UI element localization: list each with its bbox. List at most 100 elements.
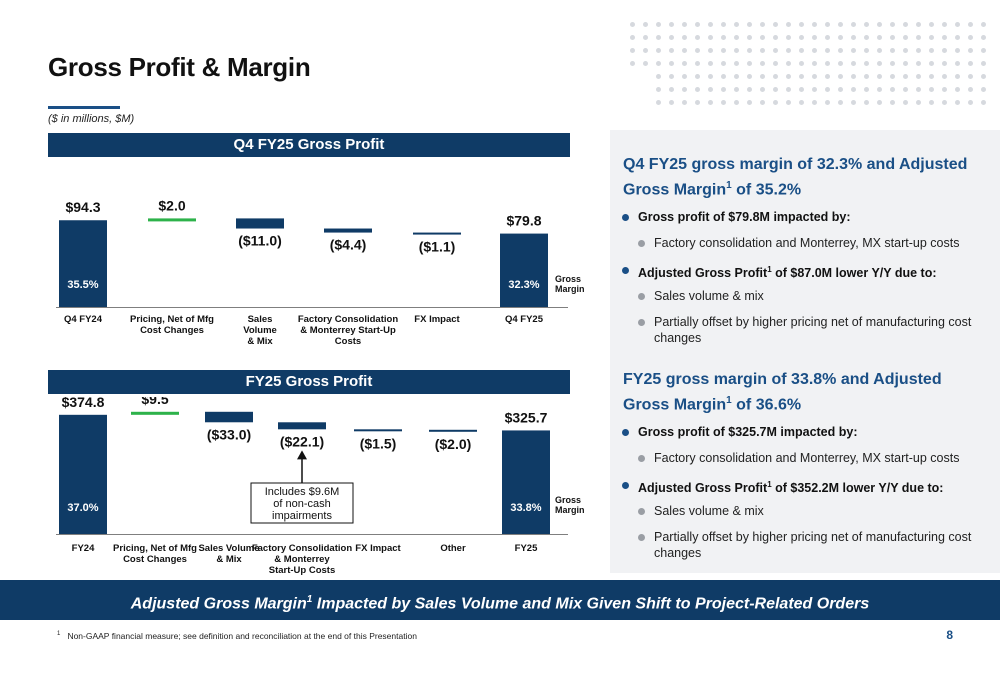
pattern-dot <box>760 48 765 53</box>
pattern-dot <box>669 74 674 79</box>
pattern-dot <box>877 87 882 92</box>
pattern-dot <box>734 22 739 27</box>
pattern-dot <box>760 87 765 92</box>
waterfall-bar <box>148 218 196 222</box>
pattern-dot <box>877 74 882 79</box>
gross-margin-caption: Gross <box>555 274 581 284</box>
bullet-dot-icon <box>622 214 629 221</box>
pattern-dot <box>838 35 843 40</box>
pattern-dot <box>890 35 895 40</box>
pattern-dot <box>929 100 934 105</box>
pattern-dot <box>825 48 830 53</box>
pattern-dot <box>968 100 973 105</box>
bullet-dot-icon <box>638 508 645 515</box>
value-label: ($11.0) <box>238 233 282 249</box>
category-tick-label: & Mix <box>216 554 242 565</box>
waterfall-bar <box>278 422 326 430</box>
pattern-dot <box>877 35 882 40</box>
pattern-dot <box>929 22 934 27</box>
margin-label: 33.8% <box>510 502 541 514</box>
pattern-dot <box>864 35 869 40</box>
pattern-dot <box>903 87 908 92</box>
pattern-dot <box>942 74 947 79</box>
category-tick-label: Cost Changes <box>123 554 187 565</box>
pattern-dot <box>929 35 934 40</box>
pattern-dot <box>799 22 804 27</box>
pattern-dot <box>695 61 700 66</box>
pattern-dot <box>812 35 817 40</box>
category-tick-label: Sales Volume <box>198 543 259 554</box>
pattern-dot <box>929 48 934 53</box>
category-tick-label: Start-Up Costs <box>269 565 336 576</box>
value-label: ($1.1) <box>419 239 456 255</box>
pattern-dot <box>786 87 791 92</box>
pattern-dot <box>669 87 674 92</box>
pattern-dot <box>890 87 895 92</box>
pattern-dot <box>773 100 778 105</box>
pattern-dot <box>695 35 700 40</box>
takeaway-banner: Adjusted Gross Margin1 Impacted by Sales… <box>0 580 1000 620</box>
category-tick-label: & Mix <box>247 336 273 347</box>
pattern-dot <box>981 22 986 27</box>
pattern-dot <box>825 61 830 66</box>
fy-subbullet-1: Factory consolidation and Monterrey, MX … <box>638 450 984 466</box>
pattern-dot <box>851 35 856 40</box>
pattern-dot <box>903 74 908 79</box>
bullet-dot-icon <box>622 267 629 274</box>
pattern-dot <box>669 48 674 53</box>
pattern-dot <box>968 48 973 53</box>
pattern-dot <box>721 35 726 40</box>
category-tick-label: Pricing, Net of Mfg <box>130 314 214 325</box>
title-underline <box>48 106 120 109</box>
category-tick-label: Factory Consolidation <box>252 543 352 554</box>
waterfall-bar <box>205 411 253 423</box>
pattern-dot <box>721 61 726 66</box>
pattern-dot <box>721 87 726 92</box>
pattern-dot <box>799 35 804 40</box>
waterfall-bar <box>429 429 477 432</box>
pattern-dot <box>773 87 778 92</box>
pattern-dot <box>890 74 895 79</box>
pattern-dot <box>968 87 973 92</box>
pattern-dot <box>851 100 856 105</box>
pattern-dot <box>981 100 986 105</box>
pattern-dot <box>708 61 713 66</box>
value-label: $94.3 <box>65 199 100 215</box>
decorative-dot-pattern <box>630 22 1000 117</box>
waterfall-bar <box>413 232 461 235</box>
pattern-dot <box>890 61 895 66</box>
pattern-dot <box>825 74 830 79</box>
pattern-dot <box>877 100 882 105</box>
pattern-dot <box>981 35 986 40</box>
fy-bullet-1: Gross profit of $325.7M impacted by: <box>622 424 858 440</box>
margin-label: 37.0% <box>67 502 98 514</box>
margin-label: 35.5% <box>67 279 98 291</box>
pattern-dot <box>851 22 856 27</box>
pattern-dot <box>643 61 648 66</box>
pattern-dot <box>773 48 778 53</box>
pattern-dot <box>630 22 635 27</box>
pattern-dot <box>929 61 934 66</box>
pattern-dot <box>773 22 778 27</box>
pattern-dot <box>682 87 687 92</box>
waterfall-bar <box>131 411 179 415</box>
pattern-dot <box>968 22 973 27</box>
pattern-dot <box>721 100 726 105</box>
pattern-dot <box>734 87 739 92</box>
gross-margin-caption: Margin <box>555 284 585 294</box>
value-label: $374.8 <box>62 397 105 410</box>
pattern-dot <box>903 22 908 27</box>
pattern-dot <box>656 48 661 53</box>
category-tick-label: & Monterrey Start-Up <box>300 325 396 336</box>
pattern-dot <box>708 100 713 105</box>
pattern-dot <box>955 35 960 40</box>
pattern-dot <box>695 22 700 27</box>
pattern-dot <box>812 100 817 105</box>
fy-bullet-2: Adjusted Gross Profit1 of $352.2M lower … <box>622 477 943 496</box>
pattern-dot <box>955 74 960 79</box>
pattern-dot <box>773 61 778 66</box>
pattern-dot <box>942 100 947 105</box>
pattern-dot <box>916 87 921 92</box>
q4-bullet-2: Adjusted Gross Profit1 of $87.0M lower Y… <box>622 262 937 281</box>
pattern-dot <box>864 22 869 27</box>
